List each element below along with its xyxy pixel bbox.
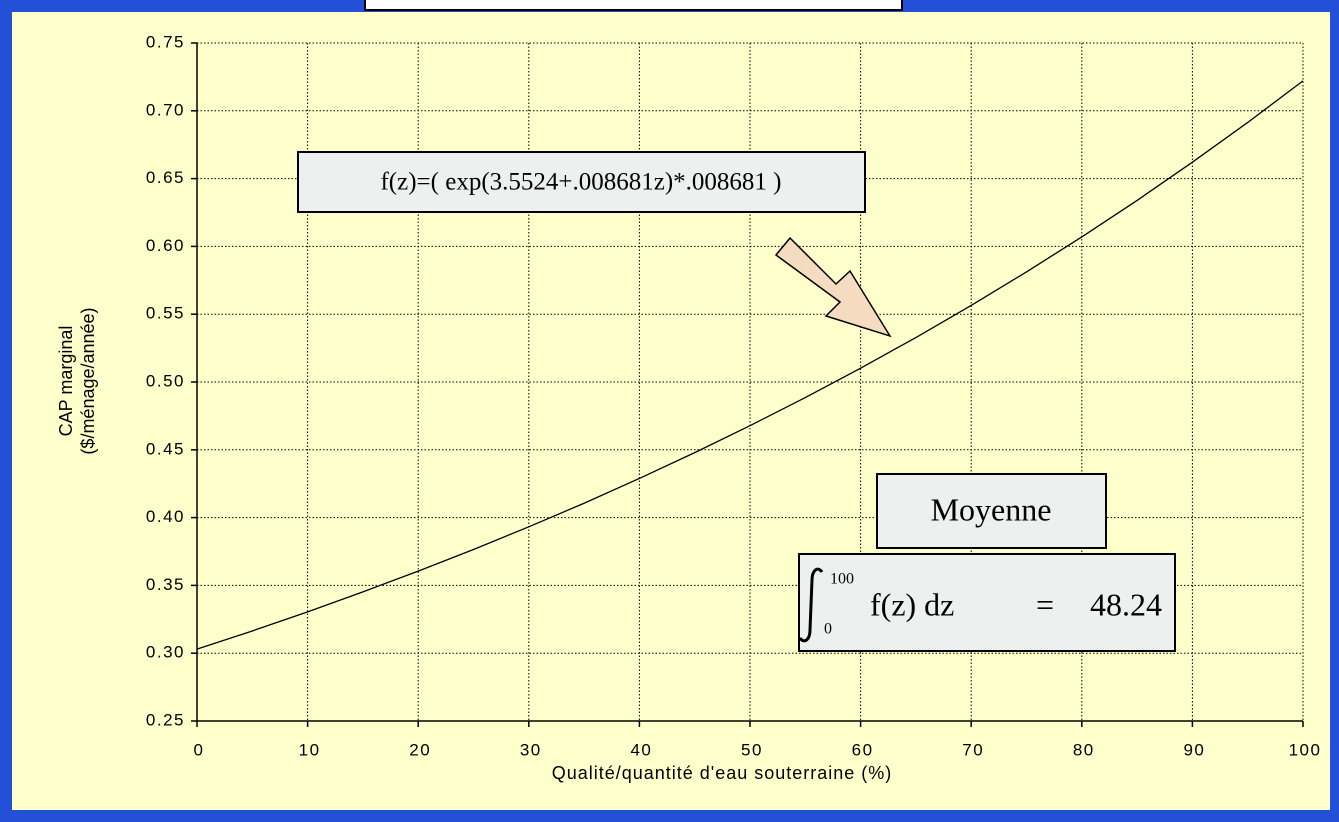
formula: f(z)=( exp(3.5524+.008681z)*.008681 ) <box>380 169 781 196</box>
equals: = <box>1036 586 1054 622</box>
chart-panel <box>12 12 1330 810</box>
integral-box <box>798 553 1176 652</box>
x-tick-label: 10 <box>299 740 321 759</box>
y-tick-label: 0.70 <box>146 100 185 119</box>
x-tick-label: 90 <box>1183 740 1205 759</box>
title-box <box>364 0 903 11</box>
y-tick-label: 0.45 <box>146 439 185 458</box>
arrow <box>774 236 892 338</box>
y-tick-label: 0.75 <box>146 32 185 51</box>
integral-lower: 0 <box>824 621 832 638</box>
integral-result: 48.24 <box>1090 586 1162 622</box>
y-tick-label: 0.65 <box>146 168 185 187</box>
x-tick-label: 80 <box>1073 740 1095 759</box>
x-axis-label: Qualité/quantité d'eau souterraine (%) <box>552 763 893 783</box>
x-tick-label: 30 <box>520 740 542 759</box>
y-tick-label: 0.35 <box>146 575 185 594</box>
mean-box <box>876 473 1107 549</box>
integral-upper: 100 <box>830 571 854 588</box>
x-tick-label: 20 <box>409 740 431 759</box>
y-tick-label: 0.50 <box>146 371 185 390</box>
formula-box <box>297 151 866 213</box>
x-tick-label: 100 <box>1289 740 1322 759</box>
x-tick-label: 0 <box>194 740 205 759</box>
y-tick-label: 0.55 <box>146 304 185 323</box>
y-tick-label: 0.60 <box>146 236 185 255</box>
x-tick-label: 60 <box>852 740 874 759</box>
integrand: f(z) dz <box>870 586 954 622</box>
x-tick-label: 50 <box>741 740 763 759</box>
y-axis-label: ($/ménage/année) <box>78 307 98 454</box>
y-tick-label: 0.40 <box>146 507 185 526</box>
curve <box>196 80 1304 650</box>
x-tick-label: 70 <box>962 740 984 759</box>
y-tick-label: 0.30 <box>146 643 185 662</box>
y-tick-label: 0.25 <box>146 710 185 729</box>
y-axis-label: CAP marginal <box>56 326 76 437</box>
x-tick-label: 40 <box>630 740 652 759</box>
mean-label: Moyenne <box>931 491 1052 527</box>
integral-sign <box>798 567 824 643</box>
